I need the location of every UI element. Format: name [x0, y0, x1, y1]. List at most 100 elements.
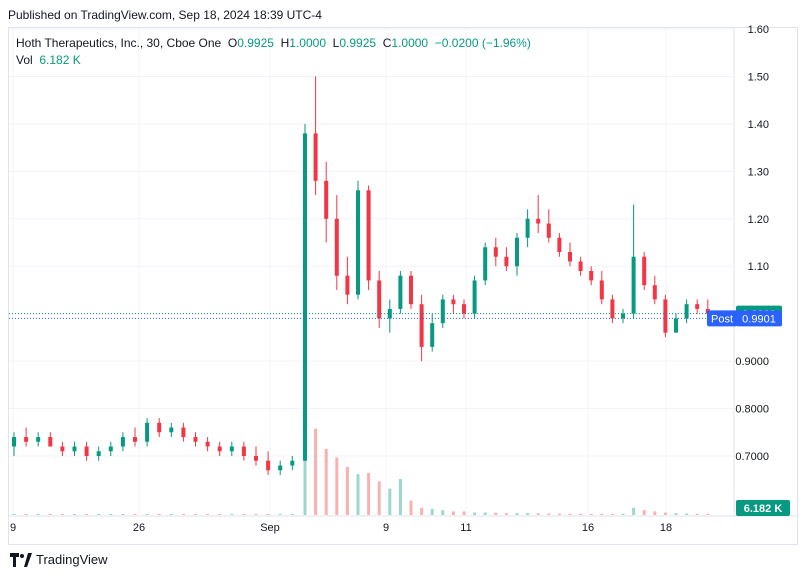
- volume-bar: [420, 507, 424, 515]
- y-tick-label: 1.60: [748, 24, 769, 36]
- candle-body: [229, 446, 234, 452]
- candle-body: [324, 180, 329, 219]
- candle-body: [356, 190, 360, 295]
- candle-body: [652, 285, 657, 300]
- candle-body: [334, 218, 339, 276]
- candle-body: [108, 446, 113, 452]
- y-tick-label: 0.9000: [735, 356, 769, 368]
- candle-body: [409, 275, 413, 305]
- x-tick-label: Sep: [260, 522, 280, 534]
- volume-bar: [206, 514, 210, 515]
- volume-bar: [600, 513, 604, 515]
- volume-bar: [674, 513, 678, 515]
- candle-body: [674, 318, 678, 333]
- volume-bar: [706, 513, 710, 515]
- volume-bar: [133, 514, 137, 515]
- x-tick-label: 26: [133, 522, 145, 534]
- y-tick-label: 0.8000: [735, 404, 769, 416]
- candle-body: [254, 456, 258, 461]
- volume-bar: [610, 513, 614, 515]
- volume-bar: [109, 514, 113, 515]
- candle-body: [398, 275, 403, 309]
- volume-bar: [642, 510, 646, 515]
- candle-body: [266, 460, 271, 471]
- candle-body: [525, 218, 530, 238]
- volume-bar: [388, 488, 392, 515]
- candle-body: [440, 299, 445, 324]
- volume-bar: [73, 514, 76, 515]
- candle-body: [599, 280, 604, 300]
- candle-body: [366, 190, 371, 281]
- open-value: 0.9925: [237, 36, 274, 50]
- volume-bar: [356, 474, 360, 515]
- low-label: L: [332, 36, 340, 50]
- candle-body: [387, 308, 392, 319]
- post-price-label: 0.9901: [742, 313, 776, 325]
- volume-bar: [504, 513, 508, 515]
- volume-bar: [157, 514, 161, 515]
- volume-badge-label: 6.182 K: [744, 503, 783, 515]
- volume-bar: [145, 514, 149, 515]
- candle-body: [546, 223, 551, 238]
- close-label: C: [382, 36, 392, 50]
- volume-bar: [367, 473, 371, 515]
- candle-body: [217, 446, 222, 452]
- candle-body: [241, 446, 246, 456]
- candle-body: [12, 437, 16, 447]
- post-label: Post: [711, 313, 733, 325]
- candle-body: [205, 441, 210, 447]
- volume-bar: [242, 514, 246, 515]
- volume-bar: [441, 510, 445, 515]
- volume-bar: [85, 514, 89, 515]
- y-tick-label: 1.40: [748, 119, 769, 131]
- x-tick-label: 9: [383, 522, 389, 534]
- volume-bar: [589, 513, 593, 515]
- x-tick-label: 11: [460, 522, 471, 534]
- volume-label: Vol: [16, 53, 33, 67]
- x-tick-label: 18: [660, 522, 672, 534]
- volume-bar: [494, 512, 498, 515]
- volume-bar: [451, 511, 455, 515]
- y-tick-label: 0.7000: [735, 451, 769, 463]
- high-label: H: [280, 36, 290, 50]
- candle-body: [557, 237, 562, 252]
- candle-body: [663, 299, 668, 333]
- volume-bar: [568, 513, 572, 515]
- volume-bar: [473, 512, 477, 515]
- volume-bar: [324, 449, 328, 515]
- candle-body: [472, 280, 477, 314]
- volume-bar: [266, 514, 270, 515]
- open-label: O: [227, 36, 238, 50]
- volume-bar: [653, 511, 657, 515]
- volume-bar: [12, 514, 16, 515]
- candle-body: [290, 460, 295, 466]
- volume-bar: [483, 512, 487, 515]
- candle-body: [621, 313, 625, 319]
- volume-bar: [526, 513, 530, 515]
- change-value: −0.0200 (−1.96%): [434, 36, 531, 50]
- candle-body: [430, 323, 435, 347]
- volume-legend: Vol 6.182 K: [16, 53, 81, 67]
- volume-badge: [736, 500, 790, 516]
- close-value: 1.0000: [391, 36, 429, 50]
- y-tick-label: 1.10: [748, 261, 769, 273]
- volume-bar: [695, 513, 699, 515]
- candle-body: [24, 437, 29, 442]
- volume-bar: [314, 428, 318, 515]
- post-badge: [707, 310, 737, 327]
- volume-bar: [621, 513, 625, 515]
- candle-body: [610, 299, 615, 319]
- candle-body: [96, 451, 101, 456]
- volume-bar: [254, 514, 258, 515]
- candle-body: [493, 247, 498, 257]
- candle-body: [145, 422, 150, 442]
- y-tick-label: 1.20: [748, 214, 769, 226]
- candle-body: [345, 275, 350, 295]
- volume-bar: [462, 511, 466, 515]
- y-tick-label: 1.50: [748, 71, 769, 83]
- volume-bar: [632, 507, 636, 515]
- candle-body: [419, 304, 424, 347]
- volume-bar: [36, 514, 40, 515]
- footer-brand[interactable]: TradingView: [10, 552, 108, 567]
